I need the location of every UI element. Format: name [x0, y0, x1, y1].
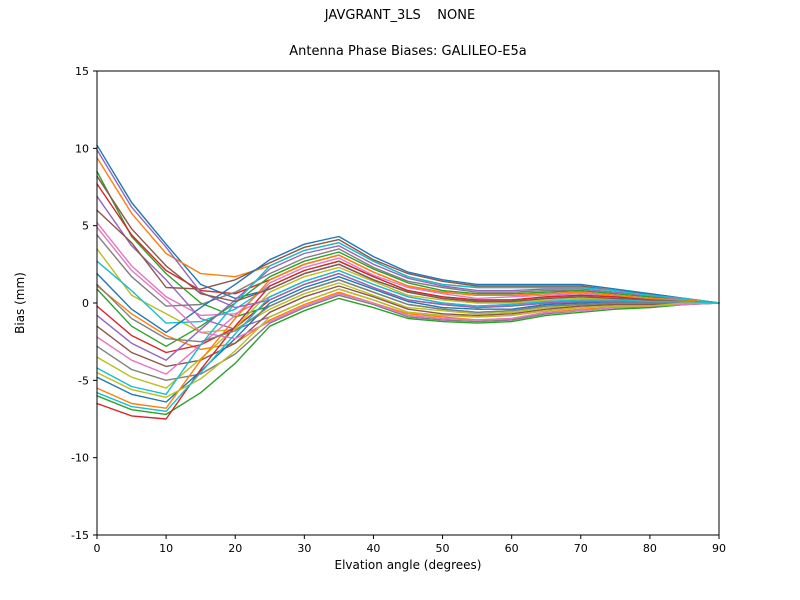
x-tick-label: 80 — [643, 542, 657, 555]
x-tick-label: 70 — [574, 542, 588, 555]
x-tick-label: 0 — [94, 542, 101, 555]
series-line — [96, 279, 720, 343]
figure-suptitle: JAVGRANT_3LS NONE — [324, 8, 476, 23]
y-tick-label: 10 — [75, 142, 89, 155]
series-line — [96, 175, 720, 304]
axes-title: Antenna Phase Biases: GALILEO-E5a — [289, 44, 527, 59]
x-tick-label: 50 — [436, 542, 450, 555]
y-tick-label: -15 — [71, 529, 89, 542]
series-line — [96, 235, 720, 334]
series-line — [96, 245, 720, 361]
series-line — [96, 269, 720, 412]
y-tick-label: 0 — [82, 297, 89, 310]
y-tick-label: 5 — [82, 220, 89, 233]
series-line — [96, 260, 720, 420]
x-tick-label: 40 — [366, 542, 380, 555]
x-tick-label: 10 — [159, 542, 173, 555]
y-tick-label: 15 — [75, 65, 89, 78]
x-tick-label: 20 — [228, 542, 242, 555]
series-line — [96, 209, 720, 304]
series-line — [96, 241, 720, 395]
series-line — [96, 288, 720, 398]
series-line — [96, 254, 720, 409]
x-tick-label: 60 — [505, 542, 519, 555]
y-tick-label: -10 — [71, 452, 89, 465]
series-line — [96, 251, 720, 347]
y-tick-label: -5 — [78, 374, 89, 387]
series-line — [96, 149, 720, 309]
x-tick-label: 30 — [297, 542, 311, 555]
x-tick-label: 90 — [712, 542, 726, 555]
x-axis-label: Elvation angle (degrees) — [334, 558, 482, 572]
series-line — [96, 226, 720, 340]
series-line — [96, 297, 720, 416]
